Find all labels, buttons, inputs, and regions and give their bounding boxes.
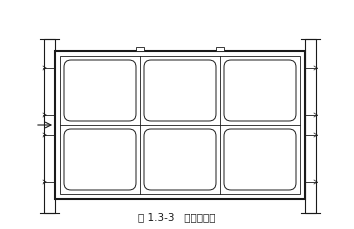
Bar: [136, 48, 144, 52]
Bar: [305, 40, 316, 213]
FancyBboxPatch shape: [144, 61, 216, 121]
FancyBboxPatch shape: [64, 129, 136, 190]
Bar: [44, 40, 55, 213]
FancyBboxPatch shape: [224, 129, 296, 190]
FancyBboxPatch shape: [64, 61, 136, 121]
FancyBboxPatch shape: [144, 129, 216, 190]
Bar: [216, 48, 224, 52]
FancyBboxPatch shape: [224, 61, 296, 121]
Bar: [60, 57, 300, 194]
Text: 图 1.3-3   施工分层图: 图 1.3-3 施工分层图: [138, 211, 216, 221]
Bar: [55, 52, 305, 199]
